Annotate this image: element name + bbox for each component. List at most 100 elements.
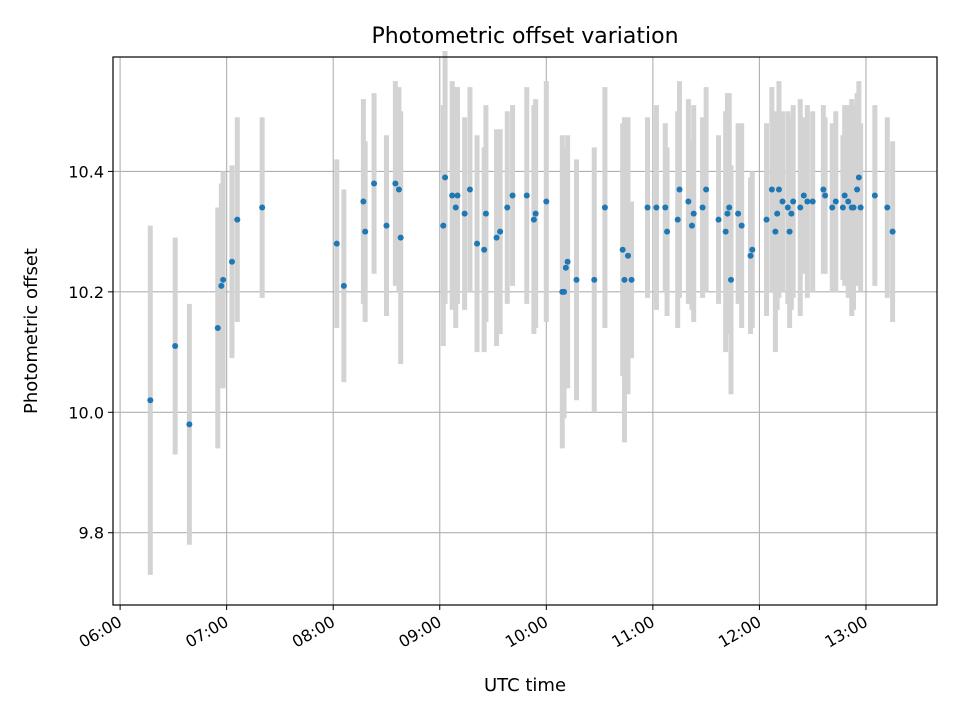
data-point bbox=[829, 204, 836, 211]
data-points bbox=[147, 174, 896, 428]
data-point bbox=[383, 222, 390, 229]
data-point bbox=[591, 276, 598, 283]
data-point bbox=[186, 421, 193, 428]
data-point bbox=[497, 228, 504, 235]
data-point bbox=[779, 198, 786, 205]
data-point bbox=[685, 198, 692, 205]
data-point bbox=[845, 198, 852, 205]
y-tick-label: 10.2 bbox=[68, 283, 104, 302]
data-point bbox=[871, 192, 878, 199]
data-point bbox=[543, 198, 550, 205]
data-point bbox=[259, 204, 266, 211]
data-point bbox=[653, 204, 660, 211]
data-point bbox=[786, 228, 793, 235]
data-point bbox=[482, 210, 489, 217]
data-point bbox=[564, 258, 571, 265]
data-point bbox=[688, 222, 695, 229]
data-point bbox=[728, 276, 734, 283]
data-point bbox=[625, 252, 631, 259]
chart-title: Photometric offset variation bbox=[371, 24, 678, 49]
data-point bbox=[722, 228, 729, 235]
data-point bbox=[504, 204, 511, 211]
data-point bbox=[228, 258, 235, 265]
data-point bbox=[234, 216, 241, 223]
data-point bbox=[397, 234, 404, 241]
data-point bbox=[147, 397, 154, 404]
data-point bbox=[172, 343, 179, 350]
data-point bbox=[822, 192, 829, 199]
data-point bbox=[800, 192, 807, 199]
data-point bbox=[884, 204, 891, 211]
data-point bbox=[619, 246, 626, 253]
data-point bbox=[392, 180, 399, 187]
data-point bbox=[797, 204, 804, 211]
data-point bbox=[481, 246, 488, 253]
data-point bbox=[220, 276, 227, 283]
data-point bbox=[454, 192, 461, 199]
data-point bbox=[747, 252, 754, 259]
data-point bbox=[763, 216, 770, 223]
data-point bbox=[726, 204, 733, 211]
data-point bbox=[523, 192, 530, 199]
data-point bbox=[442, 174, 449, 181]
data-point bbox=[474, 240, 481, 247]
data-point bbox=[333, 240, 340, 247]
data-point bbox=[621, 276, 628, 283]
data-point bbox=[461, 210, 468, 217]
data-point bbox=[768, 186, 775, 193]
data-point bbox=[662, 204, 669, 211]
data-point bbox=[493, 234, 500, 241]
data-point bbox=[809, 198, 816, 205]
data-point bbox=[214, 324, 221, 331]
data-point bbox=[857, 204, 864, 211]
data-point bbox=[676, 186, 683, 193]
data-point bbox=[850, 204, 857, 211]
data-point bbox=[362, 228, 369, 235]
data-point bbox=[699, 204, 706, 211]
data-point bbox=[452, 204, 459, 211]
data-point bbox=[738, 222, 745, 229]
data-point bbox=[735, 210, 742, 217]
y-tick-label: 10.4 bbox=[68, 162, 104, 181]
data-point bbox=[664, 228, 671, 235]
y-tick-label: 9.8 bbox=[79, 524, 104, 543]
data-point bbox=[690, 210, 697, 217]
data-point bbox=[790, 198, 797, 205]
data-point bbox=[395, 186, 402, 193]
x-axis-label: UTC time bbox=[484, 675, 566, 696]
data-point bbox=[775, 186, 782, 193]
data-point bbox=[562, 264, 569, 271]
data-point bbox=[440, 222, 447, 229]
data-point bbox=[841, 192, 848, 199]
data-point bbox=[509, 192, 516, 199]
data-point bbox=[360, 198, 367, 205]
data-point bbox=[832, 198, 839, 205]
data-point bbox=[804, 198, 811, 205]
data-point bbox=[788, 210, 795, 217]
data-point bbox=[601, 204, 608, 211]
data-point bbox=[749, 246, 756, 253]
data-point bbox=[628, 276, 635, 283]
data-point bbox=[855, 174, 862, 181]
data-point bbox=[340, 282, 347, 289]
data-point bbox=[644, 204, 651, 211]
data-point bbox=[449, 192, 456, 199]
data-point bbox=[530, 216, 537, 223]
data-point bbox=[839, 204, 846, 211]
data-point bbox=[784, 204, 791, 211]
data-point bbox=[854, 186, 861, 193]
data-point bbox=[532, 210, 539, 217]
y-axis: 9.8 10.0 10.2 10.4 bbox=[68, 162, 113, 543]
data-point bbox=[772, 228, 779, 235]
data-point bbox=[703, 186, 710, 193]
data-point bbox=[820, 186, 827, 193]
y-axis-label: Photometric offset bbox=[21, 248, 42, 414]
gridlines bbox=[113, 57, 937, 605]
data-point bbox=[371, 180, 378, 187]
y-tick-label: 10.0 bbox=[68, 403, 104, 422]
data-point bbox=[724, 210, 731, 217]
data-point bbox=[218, 282, 225, 289]
data-point bbox=[715, 216, 722, 223]
